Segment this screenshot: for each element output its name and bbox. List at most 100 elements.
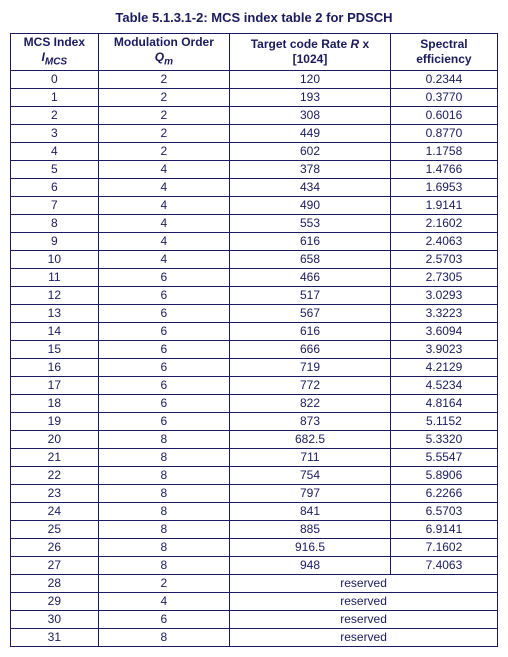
- table-row: 208682.55.3320: [11, 430, 498, 448]
- cell-qm: 4: [98, 592, 229, 610]
- cell-mcs: 3: [11, 124, 99, 142]
- cell-qm: 2: [98, 70, 229, 88]
- table-row: 2488416.5703: [11, 502, 498, 520]
- cell-rate: 553: [230, 214, 391, 232]
- cell-qm: 8: [98, 502, 229, 520]
- table-row: 946162.4063: [11, 232, 498, 250]
- cell-rate: 797: [230, 484, 391, 502]
- cell-rate: 885: [230, 520, 391, 538]
- table-row-reserved: 282reserved: [11, 574, 498, 592]
- hdr-mcs-l1: MCS Index: [15, 35, 94, 50]
- cell-mcs: 21: [11, 448, 99, 466]
- cell-mcs: 17: [11, 376, 99, 394]
- cell-eff: 1.4766: [390, 160, 497, 178]
- cell-mcs: 15: [11, 340, 99, 358]
- table-row: 2287545.8906: [11, 466, 498, 484]
- cell-rate: 948: [230, 556, 391, 574]
- cell-qm: 2: [98, 124, 229, 142]
- cell-mcs: 11: [11, 268, 99, 286]
- cell-eff: 2.7305: [390, 268, 497, 286]
- cell-qm: 6: [98, 358, 229, 376]
- table-body: 021200.2344121930.3770223080.6016324490.…: [11, 70, 498, 646]
- cell-qm: 8: [98, 448, 229, 466]
- cell-eff: 4.2129: [390, 358, 497, 376]
- table-row: 2789487.4063: [11, 556, 498, 574]
- hdr-mcs-l2: IMCS: [42, 50, 68, 64]
- cell-mcs: 28: [11, 574, 99, 592]
- table-row: 223080.6016: [11, 106, 498, 124]
- table-row: 543781.4766: [11, 160, 498, 178]
- table-row: 644341.6953: [11, 178, 498, 196]
- cell-rate: 378: [230, 160, 391, 178]
- table-row: 1046582.5703: [11, 250, 498, 268]
- cell-qm: 6: [98, 340, 229, 358]
- cell-mcs: 14: [11, 322, 99, 340]
- cell-eff: 0.6016: [390, 106, 497, 124]
- cell-eff: 2.1602: [390, 214, 497, 232]
- cell-eff: 6.2266: [390, 484, 497, 502]
- cell-qm: 4: [98, 232, 229, 250]
- cell-rate: 616: [230, 232, 391, 250]
- table-row: 426021.1758: [11, 142, 498, 160]
- cell-eff: 5.3320: [390, 430, 497, 448]
- cell-mcs: 24: [11, 502, 99, 520]
- table-row: 744901.9141: [11, 196, 498, 214]
- cell-eff: 1.9141: [390, 196, 497, 214]
- cell-mcs: 18: [11, 394, 99, 412]
- cell-qm: 6: [98, 394, 229, 412]
- cell-mcs: 19: [11, 412, 99, 430]
- cell-mcs: 25: [11, 520, 99, 538]
- cell-eff: 6.9141: [390, 520, 497, 538]
- hdr-spec-l2: efficiency: [395, 52, 493, 67]
- cell-qm: 6: [98, 286, 229, 304]
- hdr-mod-l2: Qm: [155, 50, 173, 64]
- cell-eff: 2.5703: [390, 250, 497, 268]
- table-row: 1265173.0293: [11, 286, 498, 304]
- cell-mcs: 29: [11, 592, 99, 610]
- header-row: MCS Index IMCS Modulation Order Qm Targe…: [11, 34, 498, 71]
- table-row: 1164662.7305: [11, 268, 498, 286]
- cell-qm: 8: [98, 484, 229, 502]
- cell-mcs: 4: [11, 142, 99, 160]
- hdr-spec-l1: Spectral: [395, 37, 493, 52]
- cell-eff: 3.9023: [390, 340, 497, 358]
- table-row: 1868224.8164: [11, 394, 498, 412]
- cell-rate: 517: [230, 286, 391, 304]
- cell-mcs: 0: [11, 70, 99, 88]
- cell-rate: 754: [230, 466, 391, 484]
- hdr-mod-order: Modulation Order Qm: [98, 34, 229, 71]
- cell-mcs: 7: [11, 196, 99, 214]
- cell-qm: 8: [98, 538, 229, 556]
- table-title: Table 5.1.3.1-2: MCS index table 2 for P…: [10, 10, 498, 25]
- cell-eff: 5.1152: [390, 412, 497, 430]
- table-row: 845532.1602: [11, 214, 498, 232]
- cell-qm: 2: [98, 142, 229, 160]
- cell-qm: 8: [98, 520, 229, 538]
- cell-rate: 567: [230, 304, 391, 322]
- cell-mcs: 27: [11, 556, 99, 574]
- table-row: 268916.57.1602: [11, 538, 498, 556]
- table-row: 2387976.2266: [11, 484, 498, 502]
- cell-qm: 2: [98, 106, 229, 124]
- table-row: 2187115.5547: [11, 448, 498, 466]
- cell-rate: 711: [230, 448, 391, 466]
- cell-reserved: reserved: [230, 592, 498, 610]
- hdr-spectral: Spectral efficiency: [390, 34, 497, 71]
- cell-eff: 1.1758: [390, 142, 497, 160]
- table-row: 1767724.5234: [11, 376, 498, 394]
- cell-qm: 8: [98, 556, 229, 574]
- cell-eff: 4.5234: [390, 376, 497, 394]
- cell-qm: 6: [98, 610, 229, 628]
- cell-rate: 822: [230, 394, 391, 412]
- table-row: 1466163.6094: [11, 322, 498, 340]
- cell-reserved: reserved: [230, 610, 498, 628]
- cell-rate: 466: [230, 268, 391, 286]
- cell-rate: 719: [230, 358, 391, 376]
- cell-mcs: 31: [11, 628, 99, 646]
- cell-eff: 3.6094: [390, 322, 497, 340]
- cell-mcs: 23: [11, 484, 99, 502]
- cell-mcs: 12: [11, 286, 99, 304]
- cell-rate: 308: [230, 106, 391, 124]
- cell-mcs: 5: [11, 160, 99, 178]
- cell-eff: 0.8770: [390, 124, 497, 142]
